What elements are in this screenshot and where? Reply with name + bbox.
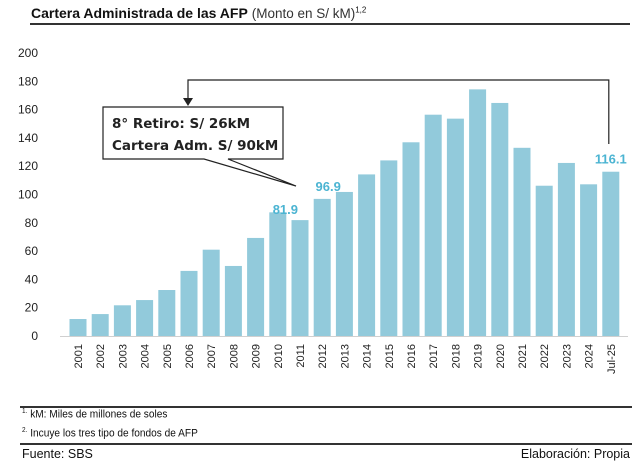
credit-text: Elaboración: Propia [520,447,630,461]
footnote-1: 1. kM: Miles de millones de soles [22,408,167,421]
bar-2018 [446,118,464,336]
bar-2009 [247,237,265,336]
bar-2019 [469,89,487,336]
source-text: Fuente: SBS [22,447,93,461]
x-tick-label: 2022 [539,344,551,368]
bar-chart: 0 20 40 60 80 100 120 140 160 180 200 2001 2002 2003 2… [18,46,628,374]
bar-Jul-25 [602,171,620,336]
bar-2002 [91,314,109,336]
bar-2021 [513,147,531,336]
bar-2015 [380,160,398,336]
bar-2014 [358,174,376,336]
footnote-2-num: 2. [22,427,28,434]
x-tick-label: 2018 [450,344,462,368]
arrowhead-icon [183,98,193,106]
title-rule [30,23,630,25]
chart-title-main: Cartera Administrada de las AFP [31,5,248,21]
data-label-Jul-25: 116.1 [595,152,627,167]
x-tick-label: 2017 [428,344,440,368]
y-tick-label: 180 [18,74,38,88]
footnote-1-text: kM: Miles de millones de soles [30,408,168,421]
bar-2020 [491,102,509,337]
bar-2023 [557,162,575,336]
x-tick-label: 2008 [228,344,240,368]
x-tick-label: 2024 [584,344,596,368]
x-tick-label: 2007 [206,344,218,368]
x-tick-label: Jul-25 [606,344,618,374]
x-tick-label: 2014 [362,344,374,368]
x-tick-label: 2005 [162,344,174,368]
y-tick-label: 20 [25,301,39,315]
footnote-1-num: 1. [22,408,28,415]
bar-2022 [535,185,553,336]
y-tick-label: 0 [31,329,38,343]
bar-2001 [69,319,87,336]
bar-2012 [313,198,331,336]
x-tick-label: 2002 [95,344,107,368]
x-tick-label: 2021 [517,344,529,368]
x-tick-label: 2001 [73,344,85,368]
x-tick-label: 2004 [140,344,152,368]
y-tick-label: 40 [25,272,39,286]
bar-2008 [224,265,242,336]
chart-title: Cartera Administrada de las AFP (Monto e… [31,5,366,21]
x-tick-label: 2009 [251,344,263,368]
chart-title-sup: 1,2 [355,5,367,15]
data-label-2011: 81.9 [273,202,298,217]
footnote-2-text: Incuye los tres tipo de fondos de AFP [30,427,198,440]
y-tick-label: 80 [25,216,39,230]
x-tick-label: 2013 [339,344,351,368]
y-tick-label: 60 [25,244,39,258]
bar-2003 [113,305,131,336]
annotation-line-2: Cartera Adm. S/ 90kM [112,138,278,154]
x-tick-label: 2019 [473,344,485,368]
annotation-callout-box [102,106,297,187]
bar-2005 [158,290,176,336]
data-label-2012: 96.9 [316,179,341,194]
arrow-connector [187,79,610,144]
bar-2016 [402,142,420,336]
footnote-rule-top [20,406,632,408]
x-tick-label: 2015 [384,344,396,368]
bar-2011 [291,220,309,336]
y-tick-label: 120 [18,159,38,173]
bar-2017 [424,114,442,336]
y-tick-label: 100 [18,188,38,202]
footnote-rule-bottom [20,443,632,445]
x-tick-label: 2020 [495,344,507,368]
x-tick-label: 2010 [273,344,285,368]
annotation-line-1: 8° Retiro: S/ 26kM [112,116,250,132]
y-tick-label: 200 [18,46,38,60]
footnote-2: 2. Incuye los tres tipo de fondos de AFP [22,427,198,440]
bar-2004 [136,300,154,336]
x-tick-label: 2016 [406,344,418,368]
bar-2013 [335,191,353,336]
x-tick-label: 2011 [295,344,307,368]
y-tick-label: 160 [18,103,38,117]
x-tick-label: 2003 [117,344,129,368]
chart-title-sub: (Monto en S/ kM) [251,6,356,21]
bar-2007 [202,249,220,336]
bar-2006 [180,270,198,336]
x-tick-label: 2006 [184,344,196,368]
x-tick-label: 2012 [317,344,329,368]
x-tick-label: 2023 [561,344,573,368]
bar-2024 [580,184,598,336]
y-tick-label: 140 [18,131,38,145]
bar-2010 [269,212,287,336]
